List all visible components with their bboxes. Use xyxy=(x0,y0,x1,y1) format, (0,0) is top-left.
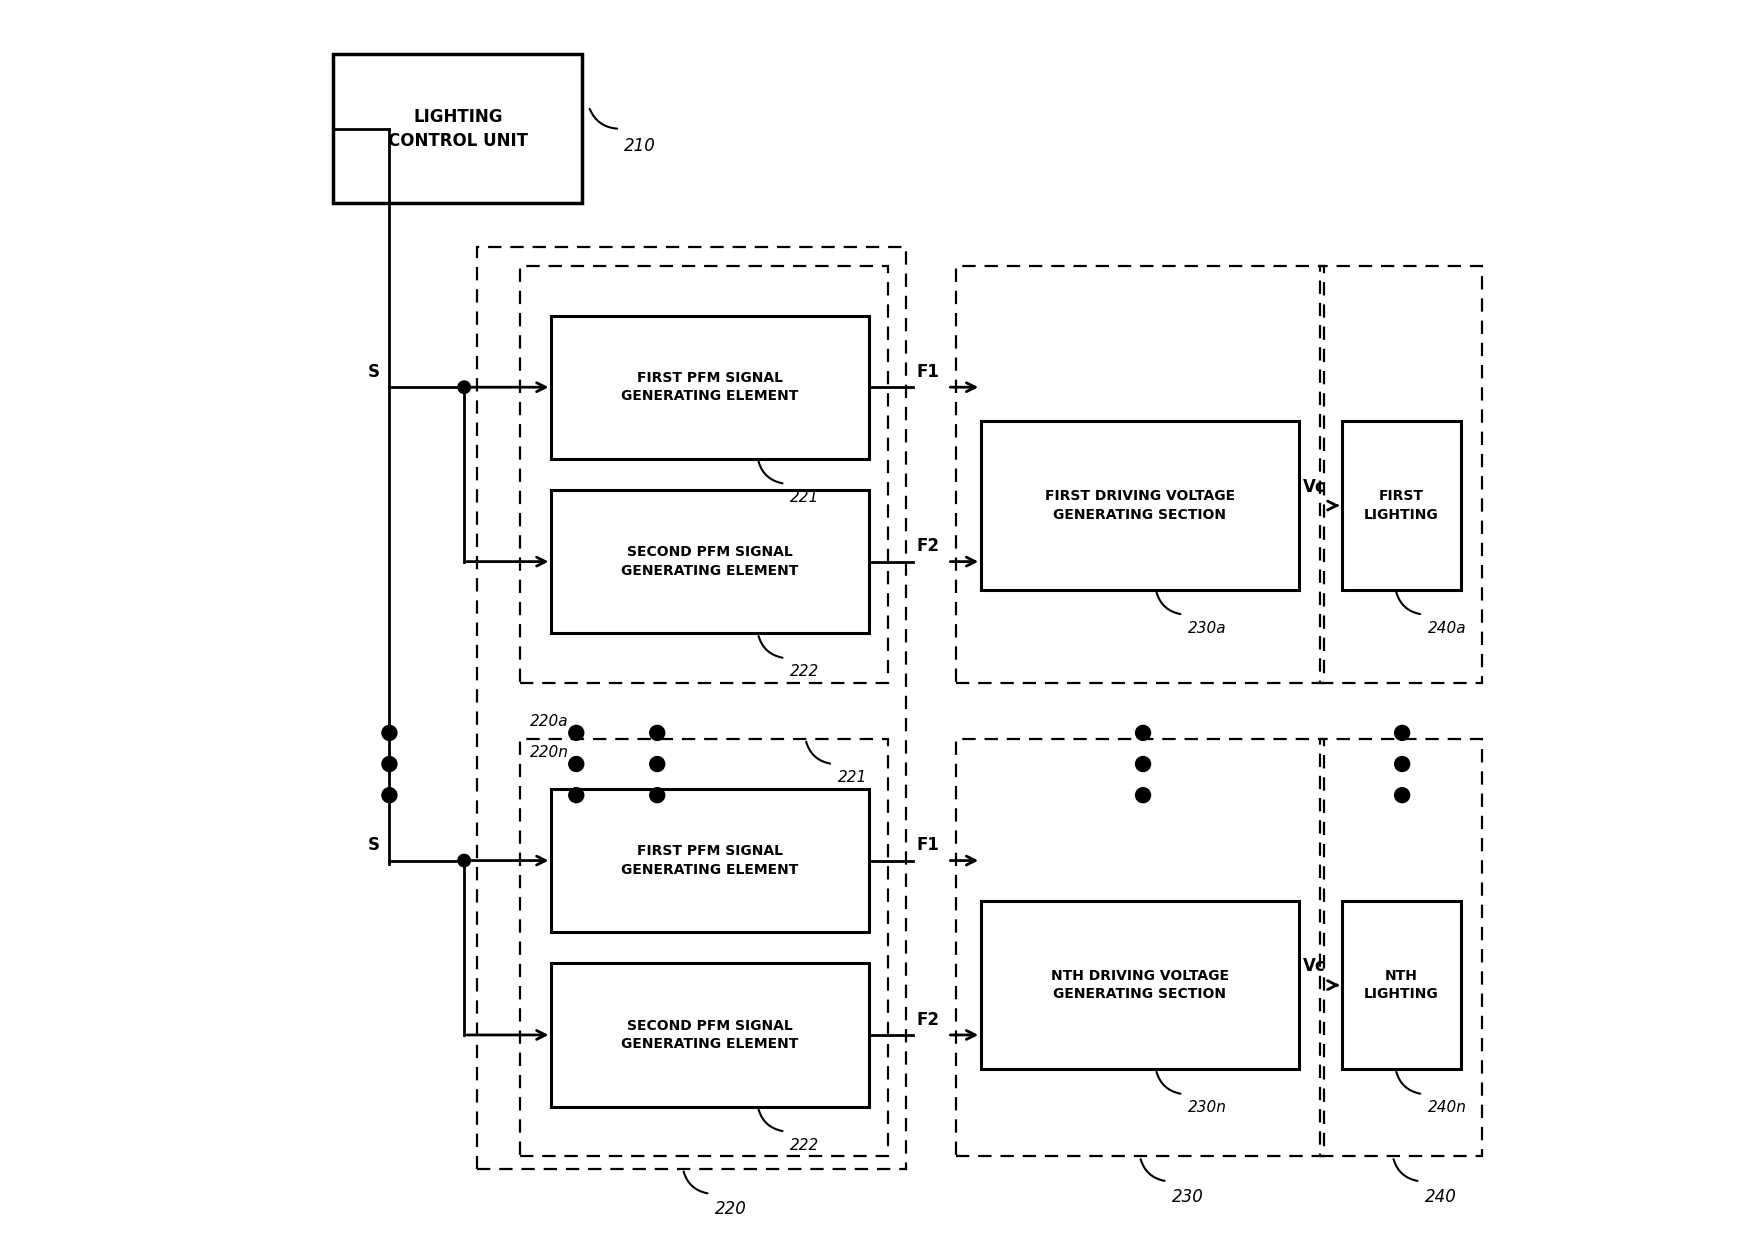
Bar xyxy=(520,739,888,1156)
Circle shape xyxy=(1394,756,1410,771)
Circle shape xyxy=(1135,725,1151,740)
Bar xyxy=(1342,421,1460,589)
Circle shape xyxy=(382,756,396,771)
Circle shape xyxy=(1394,788,1410,803)
Circle shape xyxy=(650,788,664,803)
Bar xyxy=(520,266,888,683)
Text: 210: 210 xyxy=(624,138,655,155)
Text: 220a: 220a xyxy=(530,715,568,729)
Bar xyxy=(1319,739,1483,1156)
Text: Vc: Vc xyxy=(1302,478,1326,495)
Bar xyxy=(551,490,869,633)
Text: Vc: Vc xyxy=(1302,957,1326,976)
Text: NTH DRIVING VOLTAGE
GENERATING SECTION: NTH DRIVING VOLTAGE GENERATING SECTION xyxy=(1051,969,1229,1002)
Bar xyxy=(334,54,582,203)
Text: 230: 230 xyxy=(1173,1188,1204,1205)
Circle shape xyxy=(382,788,396,803)
Text: FIRST PFM SIGNAL
GENERATING ELEMENT: FIRST PFM SIGNAL GENERATING ELEMENT xyxy=(622,371,799,404)
Bar xyxy=(982,902,1298,1070)
Circle shape xyxy=(568,788,584,803)
Circle shape xyxy=(1394,725,1410,740)
Text: SECOND PFM SIGNAL
GENERATING ELEMENT: SECOND PFM SIGNAL GENERATING ELEMENT xyxy=(622,545,799,578)
Text: F2: F2 xyxy=(916,538,939,556)
Text: F2: F2 xyxy=(916,1011,939,1028)
Bar xyxy=(956,266,1324,683)
Text: 240a: 240a xyxy=(1429,621,1467,636)
Circle shape xyxy=(1135,788,1151,803)
Text: 221: 221 xyxy=(838,770,867,785)
Bar xyxy=(551,789,869,932)
Text: 222: 222 xyxy=(791,1137,819,1152)
Circle shape xyxy=(568,756,584,771)
Text: 230n: 230n xyxy=(1189,1100,1227,1115)
Bar xyxy=(1319,266,1483,683)
Text: 220n: 220n xyxy=(530,745,568,760)
Text: 221: 221 xyxy=(791,490,819,505)
Text: 240n: 240n xyxy=(1429,1100,1467,1115)
Text: LIGHTING
CONTROL UNIT: LIGHTING CONTROL UNIT xyxy=(388,108,528,149)
Bar xyxy=(1342,902,1460,1070)
Circle shape xyxy=(382,725,396,740)
Text: S: S xyxy=(367,836,379,854)
Text: 240: 240 xyxy=(1425,1188,1456,1205)
Circle shape xyxy=(650,725,664,740)
Text: FIRST DRIVING VOLTAGE
GENERATING SECTION: FIRST DRIVING VOLTAGE GENERATING SECTION xyxy=(1045,489,1236,522)
Circle shape xyxy=(457,854,471,867)
Bar xyxy=(956,739,1324,1156)
Bar xyxy=(982,421,1298,589)
Text: 222: 222 xyxy=(791,665,819,680)
Text: 220: 220 xyxy=(716,1200,747,1218)
Bar xyxy=(476,247,907,1169)
Bar xyxy=(551,963,869,1106)
Text: FIRST PFM SIGNAL
GENERATING ELEMENT: FIRST PFM SIGNAL GENERATING ELEMENT xyxy=(622,844,799,877)
Text: F1: F1 xyxy=(916,836,939,854)
Circle shape xyxy=(457,381,471,394)
Text: NTH
LIGHTING: NTH LIGHTING xyxy=(1364,969,1439,1002)
Text: 230a: 230a xyxy=(1189,621,1227,636)
Text: SECOND PFM SIGNAL
GENERATING ELEMENT: SECOND PFM SIGNAL GENERATING ELEMENT xyxy=(622,1018,799,1051)
Text: F1: F1 xyxy=(916,362,939,381)
Text: S: S xyxy=(367,362,379,381)
Circle shape xyxy=(1135,756,1151,771)
Circle shape xyxy=(568,725,584,740)
Bar xyxy=(551,316,869,459)
Text: FIRST
LIGHTING: FIRST LIGHTING xyxy=(1364,489,1439,522)
Circle shape xyxy=(650,756,664,771)
